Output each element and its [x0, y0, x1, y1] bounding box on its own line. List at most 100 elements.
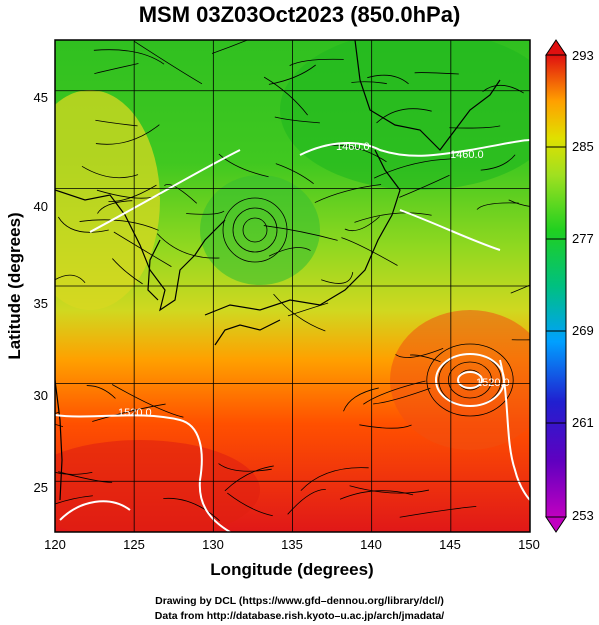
- streamline: [275, 163, 314, 185]
- streamline: [409, 354, 441, 363]
- streamline: [211, 40, 249, 54]
- colorbar-tick-label: 285: [572, 139, 594, 154]
- streamline: [108, 184, 157, 202]
- streamline: [339, 490, 414, 500]
- y-axis: 25 30 35 40 45 Latitude (degrees): [5, 90, 48, 495]
- x-tick-label: 120: [44, 537, 66, 552]
- streamline: [95, 119, 138, 127]
- streamline: [94, 63, 139, 75]
- cyclone-streamline: [426, 343, 514, 417]
- streamline: [57, 216, 109, 233]
- streamline: [263, 225, 338, 241]
- streamline: [287, 489, 326, 515]
- streamline: [395, 347, 444, 358]
- colorbar-tick-label: 277: [572, 231, 594, 246]
- coastlines: [55, 40, 501, 501]
- streamline: [263, 76, 308, 116]
- x-axis-label: Longitude (degrees): [210, 560, 373, 579]
- contour-label: 1460.0: [336, 141, 370, 153]
- streamlines: [55, 40, 530, 522]
- colorbar-tick-label: 293: [572, 48, 594, 63]
- streamline: [274, 116, 320, 124]
- contour-label: 1460.0: [450, 149, 484, 161]
- streamline: [476, 202, 519, 210]
- streamline: [134, 41, 203, 85]
- colorbar-tick-label: 253: [572, 508, 594, 523]
- streamline: [95, 124, 160, 145]
- streamline: [156, 233, 220, 259]
- streamline: [86, 385, 116, 399]
- streamline: [354, 212, 432, 223]
- temperature-field: [55, 40, 530, 532]
- x-tick-label: 130: [202, 537, 224, 552]
- streamline: [79, 219, 159, 231]
- y-tick-label: 45: [34, 90, 48, 105]
- streamline: [508, 199, 530, 207]
- streamline: [55, 411, 60, 414]
- x-tick-label: 145: [439, 537, 461, 552]
- streamline: [480, 154, 516, 171]
- credit-data: Data from http://database.rish.kyoto–u.a…: [154, 610, 445, 622]
- y-tick-label: 35: [34, 296, 48, 311]
- streamline: [359, 424, 412, 429]
- height-contours: [55, 139, 530, 532]
- vortex-streamline: [222, 197, 288, 263]
- streamline: [58, 471, 113, 483]
- streamline: [349, 485, 430, 494]
- plot-frame: [54, 39, 531, 533]
- streamline: [363, 380, 426, 405]
- streamline: [373, 158, 452, 179]
- streamline: [351, 81, 387, 85]
- streamline: [399, 174, 450, 198]
- vortex-streamline: [232, 207, 278, 253]
- colorbar: 293 285 277 269 261 253: [545, 39, 594, 533]
- streamline: [164, 184, 198, 204]
- streamline: [399, 506, 477, 518]
- colorbar-tick-label: 269: [572, 323, 594, 338]
- streamline: [314, 184, 382, 203]
- streamline: [227, 492, 273, 517]
- streamline: [376, 108, 432, 124]
- streamline: [218, 463, 272, 472]
- x-axis: 120 125 130 135 140 145 150 Longitude (d…: [44, 537, 540, 579]
- streamline: [112, 258, 143, 285]
- streamline: [218, 153, 269, 178]
- x-tick-label: 150: [518, 537, 540, 552]
- contour-label: 1520.0: [118, 407, 152, 419]
- streamline: [511, 339, 530, 341]
- streamline: [81, 165, 139, 179]
- streamline: [373, 387, 431, 405]
- streamline: [300, 467, 369, 491]
- streamline: [344, 216, 380, 232]
- vortex-streamline: [242, 217, 268, 243]
- colorbar-tick-label: 261: [572, 415, 594, 430]
- streamline: [273, 293, 326, 332]
- streamline: [321, 271, 354, 284]
- streamline: [186, 210, 225, 215]
- colorbar-top-arrow: [545, 39, 567, 56]
- streamline: [414, 72, 459, 75]
- streamline: [113, 231, 172, 267]
- streamline: [55, 471, 93, 475]
- streamline: [55, 495, 93, 505]
- y-tick-label: 25: [34, 480, 48, 495]
- x-tick-label: 140: [360, 537, 382, 552]
- streamline: [97, 200, 133, 214]
- colorbar-bottom-arrow: [545, 516, 567, 533]
- x-tick-label: 135: [281, 537, 303, 552]
- streamline: [55, 274, 86, 283]
- streamline: [55, 424, 64, 428]
- colorbar-scale: [545, 54, 567, 518]
- chart-title: MSM 03Z03Oct2023 (850.0hPa): [138, 2, 461, 27]
- streamline: [224, 465, 274, 492]
- streamline: [163, 497, 221, 522]
- streamline: [92, 403, 166, 422]
- credit-drawing: Drawing by DCL (https://www.gfd–dennou.o…: [155, 595, 444, 607]
- y-tick-label: 40: [34, 199, 48, 214]
- cyclone-streamline: [447, 361, 492, 399]
- streamline: [343, 387, 379, 412]
- streamline: [449, 125, 501, 129]
- streamline: [341, 237, 398, 266]
- contour-label: 1520.0: [476, 377, 510, 389]
